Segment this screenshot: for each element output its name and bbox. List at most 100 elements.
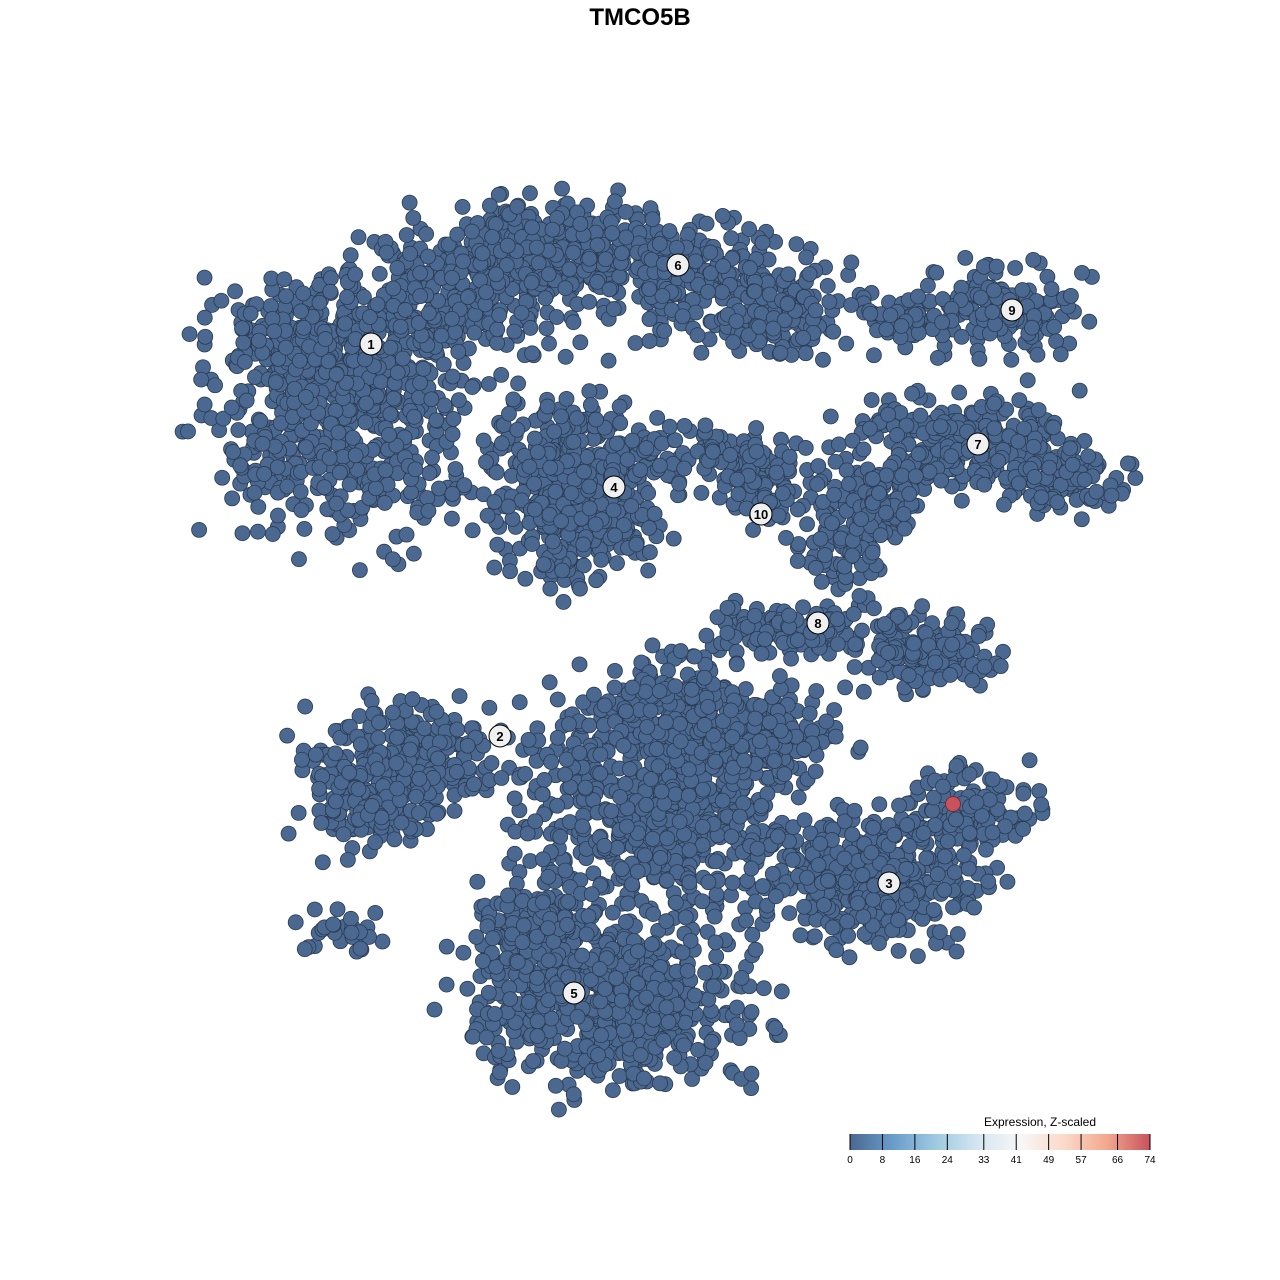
cell-point — [450, 392, 467, 409]
cell-point — [551, 1101, 567, 1118]
cell-point — [700, 874, 717, 891]
cell-point — [196, 269, 213, 286]
cell-point — [1049, 494, 1066, 511]
cell-point — [628, 536, 645, 553]
cell-point — [603, 803, 620, 819]
cell-point — [484, 229, 501, 245]
cell-point — [350, 781, 367, 797]
cell-point — [632, 462, 649, 478]
cell-point — [242, 305, 259, 322]
cell-point — [789, 632, 806, 649]
cell-point — [342, 247, 359, 264]
cell-point — [878, 504, 894, 521]
cell-point — [765, 320, 782, 337]
cell-point — [555, 594, 572, 610]
cell-point — [746, 607, 763, 624]
cell-point — [604, 1082, 621, 1099]
cell-point — [866, 600, 882, 617]
cell-point — [329, 901, 346, 918]
cell-point — [489, 536, 506, 553]
cell-point — [534, 786, 551, 803]
cell-point — [435, 356, 452, 373]
cell-point — [401, 194, 418, 211]
cell-point — [431, 480, 447, 497]
cell-point — [714, 207, 731, 224]
cell-point — [824, 515, 840, 532]
cell-point — [813, 573, 830, 590]
cell-point — [789, 501, 806, 518]
cell-point — [344, 429, 361, 446]
cell-point — [1026, 469, 1043, 485]
cell-point — [653, 783, 670, 800]
cell-point — [708, 853, 724, 870]
cell-point — [369, 761, 386, 777]
cell-point — [406, 408, 423, 425]
cell-point — [389, 729, 405, 746]
cell-point — [381, 427, 397, 443]
cell-point — [197, 328, 214, 345]
cell-point — [526, 430, 543, 447]
cell-point — [986, 395, 1003, 412]
cell-point — [972, 289, 989, 306]
cell-point — [529, 444, 546, 461]
cell-point — [757, 631, 773, 648]
cell-point — [557, 280, 574, 297]
cell-point — [667, 432, 684, 449]
cell-point — [694, 893, 711, 910]
cell-point — [561, 716, 577, 733]
cell-point — [388, 755, 405, 772]
cell-point — [291, 352, 308, 369]
cell-point — [252, 413, 269, 429]
cell-point — [293, 502, 310, 519]
cell-point — [640, 485, 657, 501]
cell-point — [270, 351, 287, 367]
cell-point — [582, 397, 599, 413]
cell-point — [766, 753, 783, 769]
cell-point — [1019, 372, 1036, 389]
cell-point — [872, 527, 889, 544]
cell-point — [619, 451, 636, 468]
cell-point — [795, 330, 812, 346]
cell-point — [523, 274, 540, 291]
cell-point — [1081, 313, 1098, 330]
cell-point — [475, 432, 492, 449]
cell-point — [412, 288, 429, 305]
cell-point — [611, 398, 628, 415]
cell-point — [905, 635, 922, 652]
cell-point — [722, 447, 739, 463]
cell-point — [964, 672, 981, 689]
cell-point — [864, 471, 881, 487]
cell-point — [306, 901, 323, 918]
cell-point — [581, 293, 597, 310]
cell-point — [180, 423, 196, 440]
cell-point — [689, 327, 706, 344]
cell-point — [337, 315, 353, 332]
cell-point — [801, 266, 818, 282]
cell-point — [1030, 402, 1047, 418]
cell-point — [511, 694, 528, 711]
cell-point — [398, 526, 415, 543]
cell-point — [837, 679, 854, 696]
cell-point — [751, 318, 767, 335]
cell-point — [250, 498, 267, 515]
cell-point — [1103, 487, 1120, 504]
cell-point — [420, 305, 437, 322]
cell-point — [928, 264, 945, 281]
cell-point — [659, 830, 676, 847]
cell-point — [613, 861, 630, 878]
cell-point — [957, 249, 974, 266]
cell-point — [715, 258, 731, 275]
cell-point — [196, 396, 213, 413]
cell-point — [577, 779, 594, 796]
cell-point — [424, 449, 440, 466]
cell-point — [714, 284, 730, 300]
cell-point — [500, 498, 517, 515]
cell-point — [539, 398, 556, 415]
cell-point — [861, 420, 878, 437]
cell-point — [493, 435, 510, 452]
cell-point — [889, 427, 905, 443]
cell-point — [524, 536, 540, 552]
cell-point — [535, 851, 551, 868]
cell-point — [520, 731, 537, 748]
cell-point — [817, 547, 833, 563]
